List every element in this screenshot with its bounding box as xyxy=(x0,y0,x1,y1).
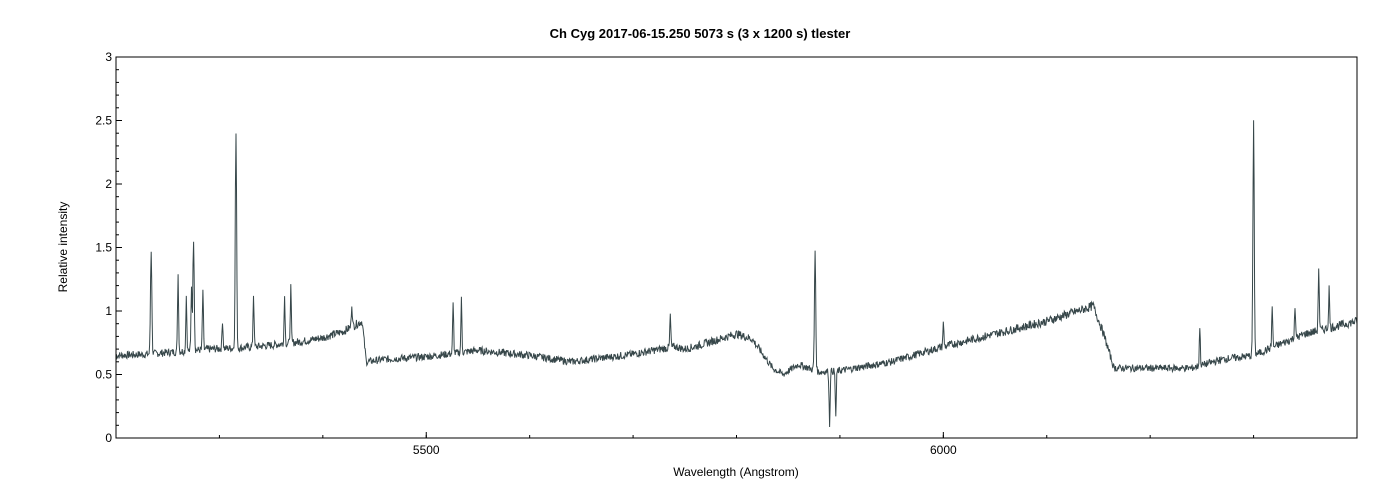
series-group xyxy=(115,120,1358,428)
chart-title: Ch Cyg 2017-06-15.250 5073 s (3 x 1200 s… xyxy=(550,26,851,41)
x-tick-label: 6000 xyxy=(930,443,957,457)
x-tick-label: 5500 xyxy=(413,443,440,457)
y-tick-label: 2 xyxy=(105,177,112,191)
plot-frame xyxy=(115,56,1358,439)
y-tick-label: 1.5 xyxy=(95,241,112,255)
y-tick-label: 0 xyxy=(105,431,112,445)
y-tick-label: 3 xyxy=(105,50,112,64)
y-tick-label: 1 xyxy=(105,304,112,318)
y-axis-label: Relative intensity xyxy=(56,202,70,293)
spectrum-series-line xyxy=(115,120,1358,428)
x-axis-label: Wavelength (Angstrom) xyxy=(673,465,799,479)
y-tick-label: 2.5 xyxy=(95,114,112,128)
y-tick-label: 0.5 xyxy=(95,368,112,382)
